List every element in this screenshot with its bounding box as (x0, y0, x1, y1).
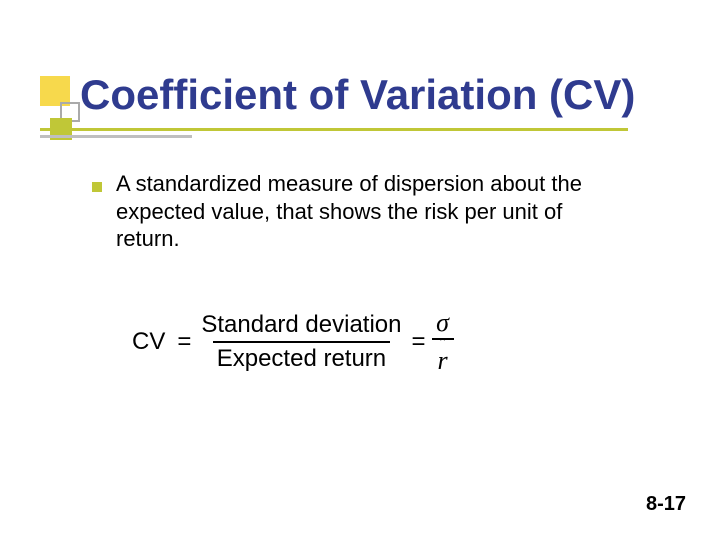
body-text: A standardized measure of dispersion abo… (116, 170, 616, 253)
fraction-text: Standard deviation Expected return (197, 311, 405, 372)
fraction-numerator-text: Standard deviation (197, 311, 405, 341)
sigma-symbol: σ (432, 310, 453, 338)
equals-sign-2: = (412, 328, 426, 356)
formula-lhs: CV (132, 328, 165, 356)
title-block: Coefficient of Variation (CV) (80, 72, 635, 118)
title-underline-main (40, 128, 628, 131)
slide: Coefficient of Variation (CV) A standard… (0, 0, 720, 540)
slide-title: Coefficient of Variation (CV) (80, 72, 635, 118)
bullet-square-icon (92, 182, 102, 192)
fraction-symbol: σ ˆ r (432, 310, 454, 374)
page-number: 8-17 (646, 493, 686, 516)
rhat-symbol: ˆ r (432, 338, 454, 374)
title-underline-shadow (40, 135, 192, 138)
equals-sign-1: = (177, 328, 191, 356)
cv-formula: CV = Standard deviation Expected return … (132, 310, 454, 374)
fraction-denominator-text: Expected return (213, 341, 390, 373)
